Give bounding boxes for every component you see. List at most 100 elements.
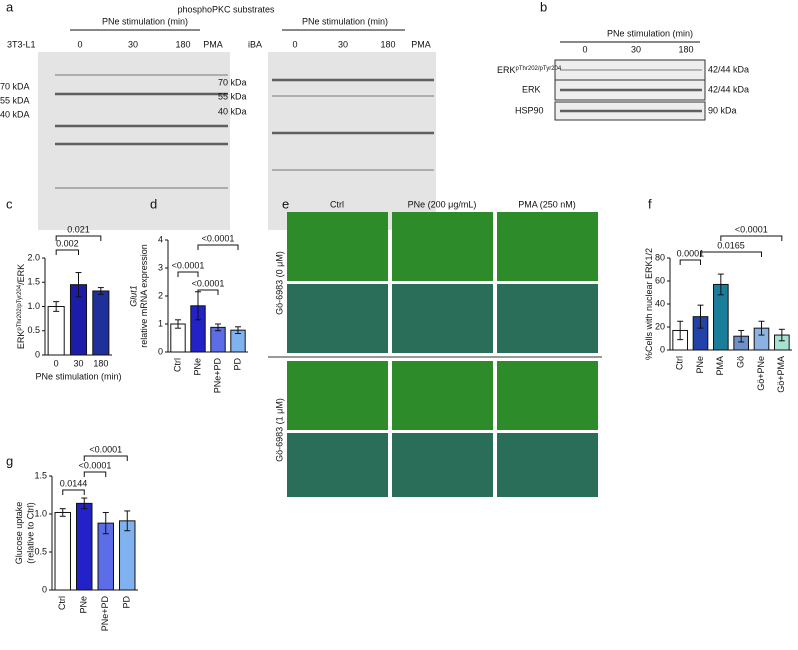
y-tick-label: 0.5 <box>34 546 47 556</box>
y-axis-label-main: relative mRNA expression <box>139 244 149 348</box>
y-axis-label-sup: pThr202/pTyr204 <box>17 284 23 330</box>
bar <box>76 502 93 591</box>
y-tick-label: 20 <box>655 321 665 331</box>
lane-label: 180 <box>175 39 190 49</box>
marker-label: 55 kDa <box>218 91 247 101</box>
p-value: 0.002 <box>56 238 79 248</box>
significance-bracket <box>55 235 102 241</box>
p-value: 0.021 <box>67 224 90 234</box>
y-tick-label: 1.0 <box>27 301 40 311</box>
error-bar <box>738 329 745 343</box>
row-label: Gö-6983 (1 μM) <box>274 398 284 462</box>
y-axis-label: Glucose uptake <box>14 502 24 565</box>
error-bar <box>717 273 724 296</box>
y-tick-label: 1 <box>158 318 163 328</box>
significance-bracket <box>83 455 128 461</box>
panel-title: phosphoPKC substrates <box>177 4 275 14</box>
x-tick-label: Ctrl <box>57 596 67 610</box>
y-tick-label: 0 <box>42 584 47 594</box>
micrograph <box>287 361 388 430</box>
x-tick-label: PNe+PD <box>212 358 222 394</box>
error-bar <box>75 272 82 298</box>
significance-bracket <box>197 244 239 250</box>
y-axis-label-main: ERK <box>16 331 26 350</box>
micrograph <box>392 212 493 281</box>
error-bar <box>175 319 181 329</box>
marker-label: 40 kDA <box>0 109 30 119</box>
y-tick-label: 0 <box>660 344 665 354</box>
x-axis-label: PNe stimulation (min) <box>35 371 121 381</box>
size-label: 90 kDa <box>708 105 737 115</box>
row-label: ERK <box>522 84 541 94</box>
y-axis-label: relative mRNA expression <box>139 244 149 348</box>
x-tick-label: PMA <box>715 356 725 376</box>
x-tick-label: Gö+PNe <box>756 356 766 391</box>
x-tick-label: PD <box>122 596 132 609</box>
p-value: <0.0001 <box>192 278 225 288</box>
y-tick-label: 0 <box>35 349 40 359</box>
lane-label: 30 <box>631 44 641 54</box>
lane-label: 0 <box>77 39 82 49</box>
x-tick-label: 0 <box>54 358 59 368</box>
significance-bracket <box>55 249 79 255</box>
panel-label: g <box>6 453 13 468</box>
row-label-main: ERK <box>497 65 516 75</box>
p-value: 0.0165 <box>717 240 745 250</box>
stimulation-label: PNe stimulation (min) <box>302 16 388 26</box>
marker-label: 55 kDA <box>0 95 30 105</box>
marker-label: 70 kDA <box>0 81 30 91</box>
stimulation-label: PNe stimulation (min) <box>607 28 693 38</box>
x-tick-label: PNe <box>695 356 705 374</box>
lane-label: 180 <box>380 39 395 49</box>
panel-label: b <box>540 0 547 14</box>
y-axis-label: (relative to Ctrl) <box>25 502 35 564</box>
lane-label: 0 <box>292 39 297 49</box>
micrograph <box>287 212 388 281</box>
p-value: <0.0001 <box>202 233 235 243</box>
micrograph <box>497 284 598 353</box>
y-tick-label: 40 <box>655 298 665 308</box>
lane-label: 180 <box>678 44 693 54</box>
y-axis-label-main: %Cells with nuclear ERK1/2 <box>644 248 654 360</box>
significance-bracket <box>62 489 85 495</box>
stimulation-label: PNe stimulation (min) <box>102 16 188 26</box>
micrograph <box>497 361 598 430</box>
row-label-sup: pThr202/pTyr204 <box>516 66 562 72</box>
y-tick-label: 0.5 <box>27 325 40 335</box>
column-label: PMA (250 nM) <box>518 199 576 209</box>
y-tick-label: 1.5 <box>34 470 47 480</box>
panel-label: c <box>6 196 13 211</box>
y-tick-label: 2.0 <box>27 252 40 262</box>
y-tick-label: 2 <box>158 290 163 300</box>
column-label: Ctrl <box>330 199 344 209</box>
error-bar <box>677 320 684 341</box>
row-label: HSP90 <box>515 105 544 115</box>
error-bar <box>778 328 785 342</box>
significance-bracket <box>197 289 219 295</box>
x-tick-label: PNe <box>79 596 89 614</box>
error-bar <box>697 304 704 329</box>
y-axis-label-main: Glucose uptake <box>14 502 24 565</box>
y-tick-label: 3 <box>158 262 163 272</box>
y-tick-label: 60 <box>655 275 665 285</box>
cell-line: iBA <box>248 39 262 49</box>
x-tick-label: PD <box>232 358 242 371</box>
y-axis-label: Glut1 <box>128 285 138 307</box>
western-blot <box>268 52 436 230</box>
y-tick-label: 4 <box>158 234 163 244</box>
panel-label: e <box>282 196 289 211</box>
bar <box>92 290 110 356</box>
error-bar <box>235 326 241 335</box>
error-bar <box>97 287 104 295</box>
x-tick-label: PNe+PD <box>100 596 110 632</box>
significance-bracket <box>700 251 762 257</box>
western-blot <box>38 52 230 230</box>
error-bar <box>81 497 88 510</box>
lane-label: 0 <box>582 44 587 54</box>
x-tick-label: Ctrl <box>172 358 182 372</box>
error-bar <box>215 323 221 332</box>
p-value: <0.0001 <box>79 460 112 470</box>
x-tick-label: Ctrl <box>675 356 685 370</box>
size-label: 42/44 kDa <box>708 64 749 74</box>
y-axis-label: %Cells with nuclear ERK1/2 <box>644 248 654 360</box>
